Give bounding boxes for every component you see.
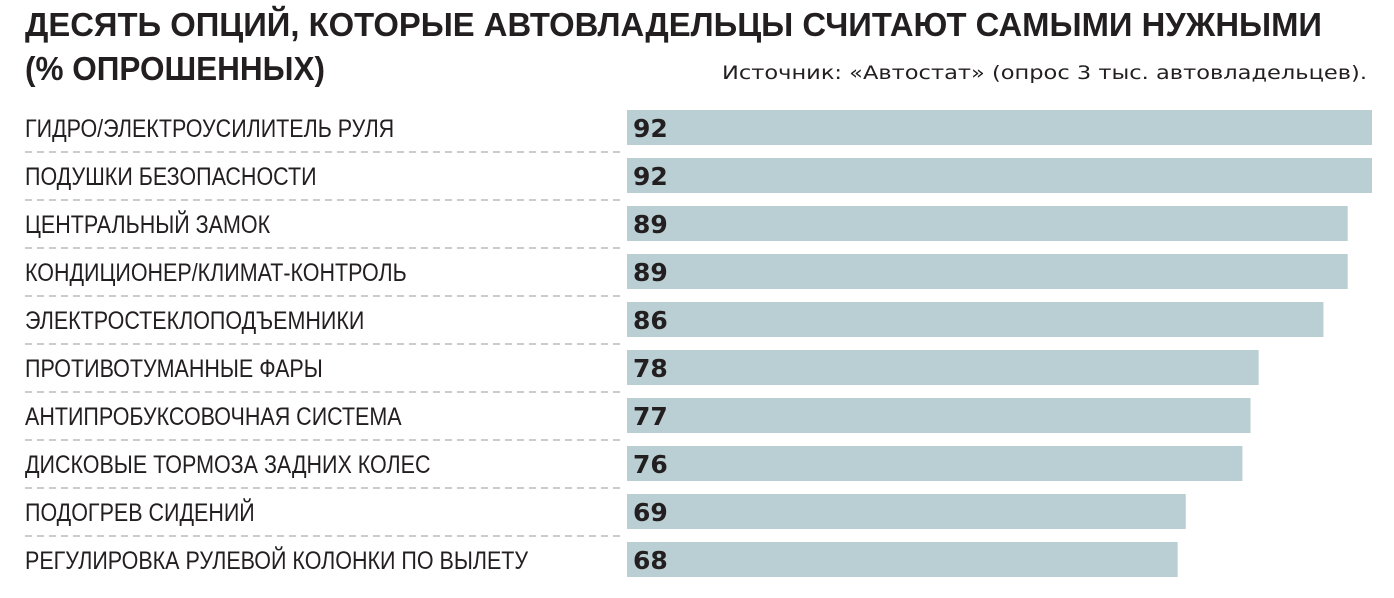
- category-label: РЕГУЛИРОВКА РУЛЕВОЙ КОЛОНКИ ПО ВЫЛЕТУ: [25, 545, 528, 574]
- bar-row: РЕГУЛИРОВКА РУЛЕВОЙ КОЛОНКИ ПО ВЫЛЕТУ 68: [25, 542, 1178, 577]
- category-label: ДИСКОВЫЕ ТОРМОЗА ЗАДНИХ КОЛЕС: [25, 450, 430, 478]
- category-label: ПОДУШКИ БЕЗОПАСНОСТИ: [25, 162, 317, 190]
- value-label: 78: [633, 354, 668, 383]
- bar: [627, 350, 1259, 385]
- chart-title-line2: (% ОПРОШЕННЫХ): [25, 50, 325, 87]
- value-label: 77: [633, 402, 668, 431]
- bar-row: ПОДУШКИ БЕЗОПАСНОСТИ 92: [25, 158, 1372, 201]
- bar-row: АНТИПРОБУКСОВОЧНАЯ СИСТЕМА 77: [25, 398, 1251, 441]
- bar: [627, 158, 1372, 193]
- chart-title-line1: ДЕСЯТЬ ОПЦИЙ, КОТОРЫЕ АВТОВЛАДЕЛЬЦЫ СЧИТ…: [25, 5, 1322, 43]
- bar: [627, 110, 1372, 145]
- bar: [627, 206, 1348, 241]
- value-label: 86: [633, 306, 668, 335]
- value-label: 68: [633, 546, 668, 575]
- bar-row: ПРОТИВОТУМАННЫЕ ФАРЫ 78: [25, 350, 1259, 393]
- bar-row: ЦЕНТРАЛЬНЫЙ ЗАМОК 89: [25, 206, 1348, 249]
- bar: [627, 446, 1243, 481]
- chart-source: Источник: «Автостат» (опрос 3 тыс. автов…: [722, 62, 1367, 84]
- value-label: 92: [633, 162, 668, 191]
- bar-row: ГИДРО/ЭЛЕКТРОУСИЛИТЕЛЬ РУЛЯ 92: [25, 110, 1372, 153]
- value-label: 92: [633, 114, 668, 143]
- category-label: КОНДИЦИОНЕР/КЛИМАТ-КОНТРОЛЬ: [25, 258, 407, 286]
- category-label: ГИДРО/ЭЛЕКТРОУСИЛИТЕЛЬ РУЛЯ: [25, 114, 394, 142]
- bar: [627, 398, 1251, 433]
- value-label: 89: [633, 210, 668, 239]
- bar: [627, 494, 1186, 529]
- value-label: 69: [633, 498, 668, 527]
- value-label: 89: [633, 258, 668, 287]
- category-label: ПОДОГРЕВ СИДЕНИЙ: [25, 497, 255, 526]
- bar-row: ДИСКОВЫЕ ТОРМОЗА ЗАДНИХ КОЛЕС 76: [25, 446, 1243, 489]
- bar-row: ПОДОГРЕВ СИДЕНИЙ 69: [25, 494, 1186, 537]
- bar: [627, 542, 1178, 577]
- bar: [627, 254, 1348, 289]
- bar-row: ЭЛЕКТРОСТЕКЛОПОДЪЕМНИКИ 86: [25, 302, 1324, 345]
- bar: [627, 302, 1324, 337]
- category-label: ЭЛЕКТРОСТЕКЛОПОДЪЕМНИКИ: [25, 306, 364, 334]
- bar-row: КОНДИЦИОНЕР/КЛИМАТ-КОНТРОЛЬ 89: [25, 254, 1348, 297]
- value-label: 76: [633, 450, 668, 479]
- category-label: ПРОТИВОТУМАННЫЕ ФАРЫ: [25, 354, 323, 382]
- category-label: АНТИПРОБУКСОВОЧНАЯ СИСТЕМА: [25, 402, 402, 430]
- category-label: ЦЕНТРАЛЬНЫЙ ЗАМОК: [25, 209, 271, 238]
